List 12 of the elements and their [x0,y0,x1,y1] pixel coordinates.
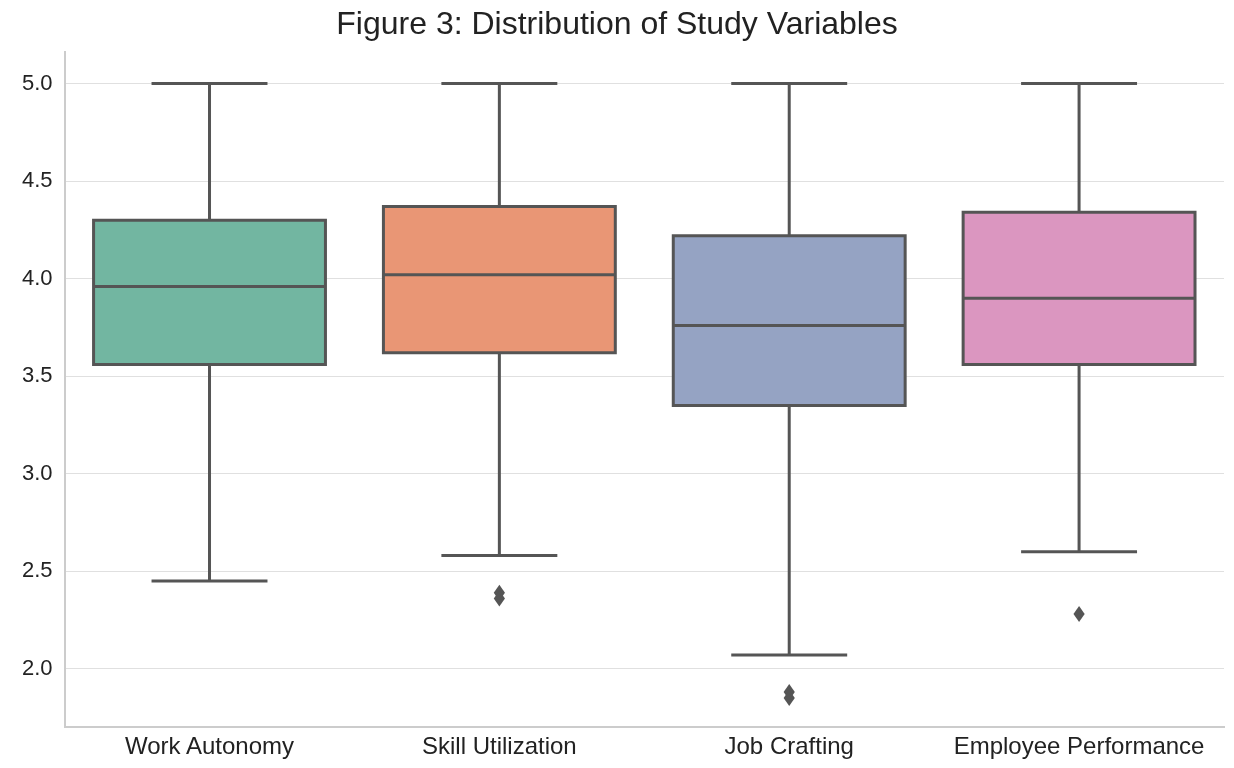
x-tick-label: Job Crafting [724,732,854,760]
x-tick-label: Skill Utilization [422,732,577,760]
y-tick-label: 3.0 [21,459,53,485]
y-tick-label: 4.5 [21,167,53,193]
y-tick-label: 2.5 [21,557,53,583]
y-tick-label: 5.0 [21,69,53,95]
y-tick-label: 2.0 [21,654,53,680]
x-tick-label: Employee Performance [953,732,1205,760]
x-tick-label: Work Autonomy [125,732,294,760]
y-tick-label: 4.0 [21,264,53,290]
chart-title: Figure 3: Distribution of Study Variables [336,5,898,42]
y-tick-label: 3.5 [21,362,53,388]
